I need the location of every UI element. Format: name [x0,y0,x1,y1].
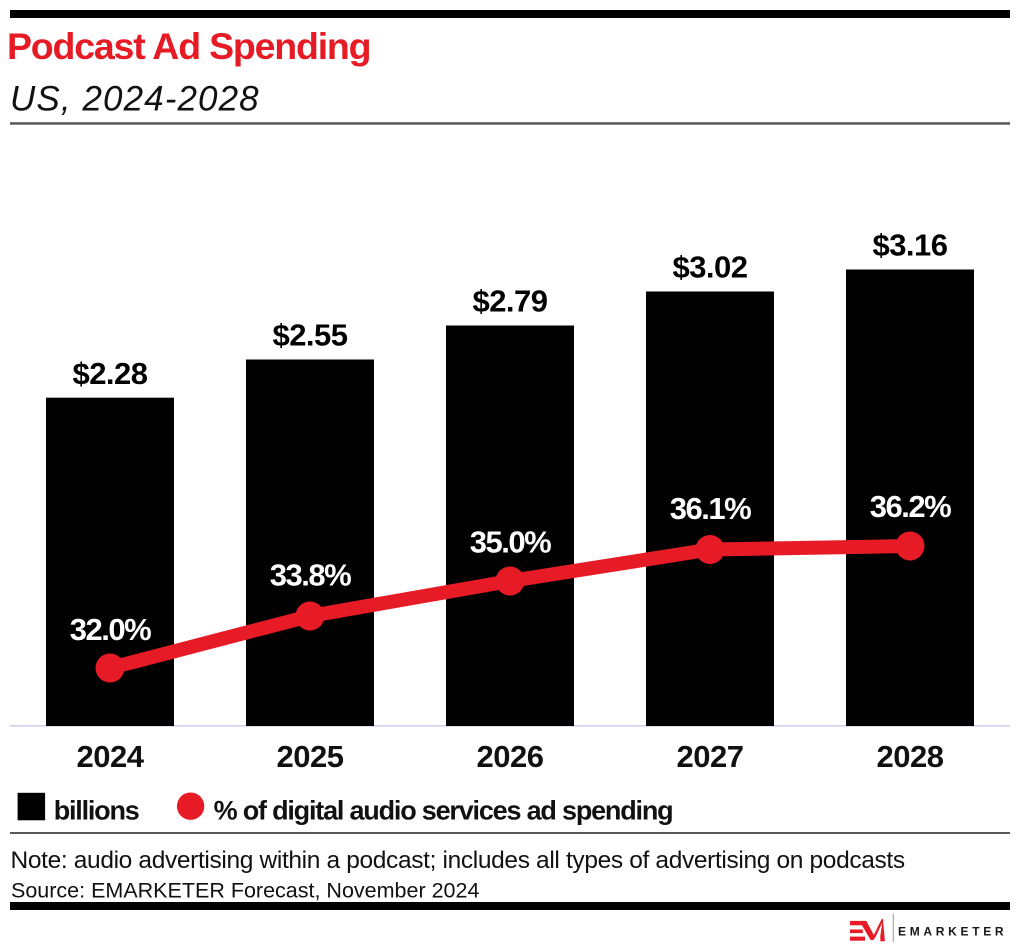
svg-text:$3.02: $3.02 [672,250,747,285]
svg-text:2024: 2024 [77,739,145,774]
svg-text:Source: EMARKETER Forecast, No: Source: EMARKETER Forecast, November 202… [11,879,479,903]
svg-text:Podcast Ad Spending: Podcast Ad Spending [7,25,370,67]
svg-text:2026: 2026 [477,739,544,774]
svg-text:36.2%: 36.2% [870,489,951,524]
svg-text:$2.55: $2.55 [272,318,347,353]
svg-text:Note: audio advertising within: Note: audio advertising within a podcast… [11,847,905,874]
svg-text:$2.28: $2.28 [72,356,147,391]
svg-text:2028: 2028 [877,739,944,774]
svg-text:EMARKETER: EMARKETER [898,924,1007,938]
svg-text:36.1%: 36.1% [670,491,751,526]
svg-text:2025: 2025 [277,739,344,774]
svg-text:$2.79: $2.79 [472,284,547,319]
svg-text:33.8%: 33.8% [270,558,351,593]
svg-text:% of digital audio services ad: % of digital audio services ad spending [214,796,673,826]
svg-text:US, 2024-2028: US, 2024-2028 [10,79,260,118]
svg-text:billions: billions [54,796,139,826]
svg-text:35.0%: 35.0% [470,525,551,560]
svg-text:$3.16: $3.16 [872,228,947,263]
svg-text:32.0%: 32.0% [70,612,151,647]
svg-text:2027: 2027 [677,739,744,774]
